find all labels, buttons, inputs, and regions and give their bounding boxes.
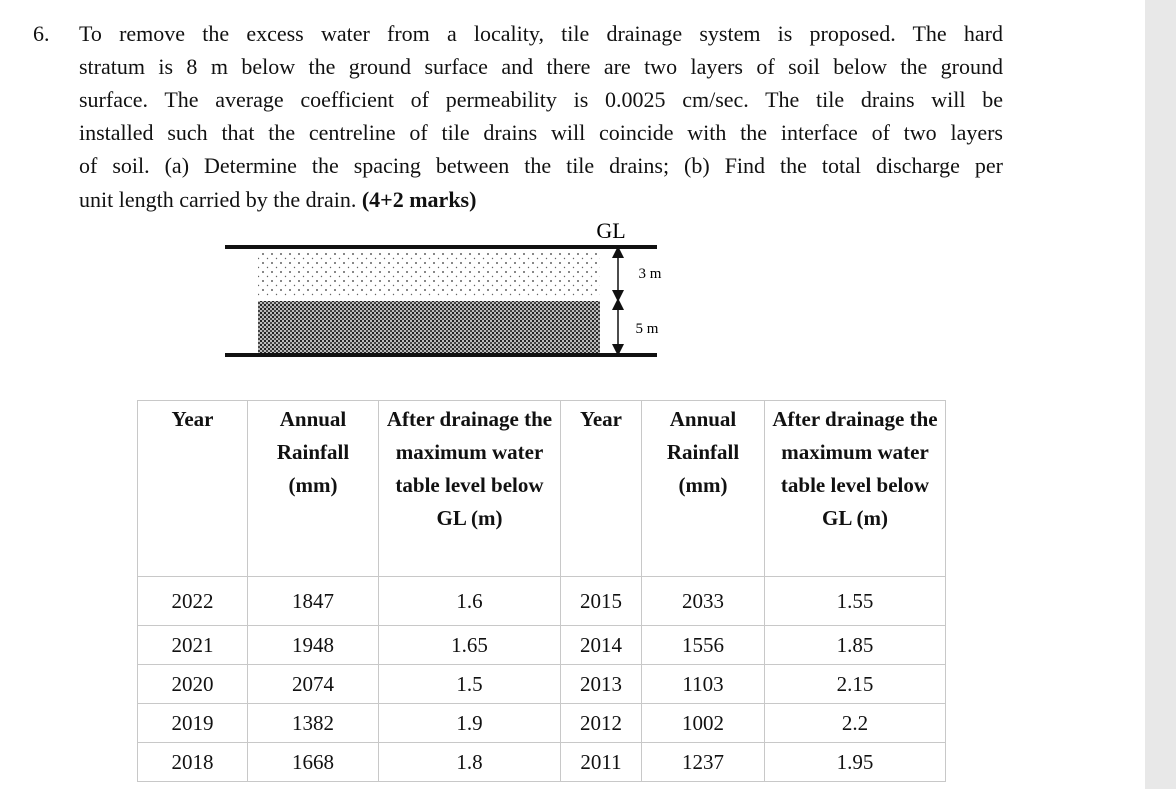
table-cell: 2020 [137, 664, 248, 704]
table-cell: 1.9 [378, 703, 561, 743]
table-row: 2021 1948 1.65 2014 1556 1.85 [137, 625, 946, 665]
question-line: of soil. (a) Determine the spacing betwe… [79, 153, 1003, 178]
table-row: 2018 1668 1.8 2011 1237 1.95 [137, 742, 946, 782]
table-cell: 2012 [560, 703, 642, 743]
table-cell: 1847 [247, 576, 379, 626]
table-cell: 2.2 [764, 703, 946, 743]
table-cell: 2014 [560, 625, 642, 665]
table-cell: 1.85 [764, 625, 946, 665]
question-number: 6. [33, 21, 50, 46]
table-cell: 1668 [247, 742, 379, 782]
table-cell: 2019 [137, 703, 248, 743]
column-header: Year [137, 400, 248, 577]
table-cell: 1.95 [764, 742, 946, 782]
table-cell: 1948 [247, 625, 379, 665]
soil-diagram: GL 3 m 5 m [225, 218, 662, 357]
question-line: surface. The average coefficient of perm… [79, 87, 1003, 112]
table-cell: 2.15 [764, 664, 946, 704]
table-body: 2022 1847 1.6 2015 2033 1.55 2021 1948 1.65 2014 1… [137, 576, 946, 782]
table-cell: 2013 [560, 664, 642, 704]
rainfall-table: Year Annual Rainfall (mm) After drainage t… [137, 400, 946, 782]
table-cell: 1.55 [764, 576, 946, 626]
table-cell: 1.8 [378, 742, 561, 782]
top-soil [258, 252, 600, 298]
table-cell: 1103 [641, 664, 765, 704]
question-line: To remove the excess water from a locali… [79, 21, 1003, 46]
table-cell: 1382 [247, 703, 379, 743]
table-cell: 1.65 [378, 625, 561, 665]
ground-label: GL [596, 218, 625, 243]
column-header: Annual Rainfall (mm) [641, 400, 765, 577]
table-row: 2020 2074 1.5 2013 1103 2.15 [137, 664, 946, 704]
table-row: 2019 1382 1.9 2012 1002 2.2 [137, 703, 946, 743]
table-cell: 1.5 [378, 664, 561, 704]
table-cell: 2021 [137, 625, 248, 665]
table-cell: 2074 [247, 664, 379, 704]
table-cell: 2033 [641, 576, 765, 626]
table-cell: 1.6 [378, 576, 561, 626]
column-header: Annual Rainfall (mm) [247, 400, 379, 577]
question-line-text: unit length carried by the drain. [79, 187, 357, 212]
layer-thickness: 5 m [636, 321, 659, 337]
table-row: 2022 1847 1.6 2015 2033 1.55 [137, 576, 946, 626]
table-cell: 2015 [560, 576, 642, 626]
question-line: stratum is 8 m below the ground surface … [79, 54, 1003, 79]
table-cell: 2022 [137, 576, 248, 626]
header-row: Year Annual Rainfall (mm) After drainage t… [137, 400, 946, 577]
column-header: After drainage the maximum water table l… [764, 400, 946, 577]
question-line: installed such that the centreline of ti… [79, 120, 1003, 145]
marks: (4+2 marks) [361, 187, 477, 212]
layer-thickness: 3 m [639, 266, 662, 282]
table-cell: 2011 [560, 742, 642, 782]
table-cell: 1237 [641, 742, 765, 782]
table-cell: 2018 [137, 742, 248, 782]
question-line: unit length carried by the drain. (4+2 m… [79, 187, 1003, 215]
side-stripe [1145, 0, 1176, 789]
table-cell: 1556 [641, 625, 765, 665]
table-cell: 1002 [641, 703, 765, 743]
column-header: Year [560, 400, 642, 577]
bottom-soil [258, 301, 600, 353]
column-header: After drainage the maximum water table l… [378, 400, 561, 577]
